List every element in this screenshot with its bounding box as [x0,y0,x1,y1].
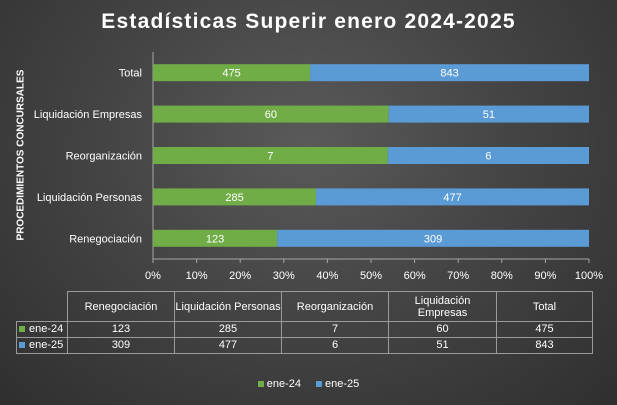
chart-legend: ene-24 ene-25 [0,378,617,390]
table-header-liquidacion-personas: Liquidación Personas [174,291,282,322]
table-cell: 477 [174,337,282,354]
table-row: ene-24 123 285 7 60 475 [16,321,593,338]
bar-liquidacion-personas-ene-24 [153,188,317,206]
y-tick-label: Reorganización [66,151,142,163]
y-tick-label: Liquidación Empresas [34,109,143,121]
data-label: 475 [222,68,240,80]
bar-liquidacion-personas-ene-25 [316,188,589,206]
chart-title: Estadísticas Superir enero 2024-2025 [101,10,516,33]
series-swatch-ene-24 [19,326,25,333]
x-tick-label: 40% [316,270,338,282]
bar-renegociacion-ene-24 [153,229,278,247]
table-cell: 843 [496,337,593,354]
table-header-reorganizacion: Reorganización [281,291,389,322]
x-tick-label: 80% [491,270,513,282]
x-tick-label: 60% [404,270,426,282]
bar-reorganizacion-ene-25 [387,147,589,164]
legend-item-ene-24: ene-24 [257,378,301,390]
x-tick-label: 50% [360,270,382,282]
table-cell: 475 [496,321,593,338]
x-tick-label: 30% [273,270,295,282]
bar-total-ene-25 [310,64,589,82]
table-cell: 6 [281,337,389,354]
bar-renegociacion-ene-25 [277,229,589,247]
bar-reorganizacion-ene-24 [153,147,388,164]
table-cell: 309 [67,337,175,354]
data-label: 477 [443,192,461,204]
data-label: 123 [206,233,224,245]
data-label: 60 [265,109,277,121]
table-header-renegociacion: Renegociación [67,291,175,322]
bar-liquidacion-empresas-ene-25 [388,105,589,123]
legend-swatch-ene-25 [316,381,323,388]
legend-item-ene-25: ene-25 [316,378,359,390]
table-cell: 51 [388,337,497,354]
data-label: 285 [225,192,243,204]
x-tick-label: 20% [229,270,251,282]
table-cell: 60 [388,321,497,338]
data-table: Renegociación Liquidación Personas Reorg… [16,291,593,354]
table-corner-cell [16,291,68,322]
x-tick-label: 100% [575,270,603,282]
x-tick-label: 90% [534,270,556,282]
table-series-label: ene-25 [16,337,68,354]
table-cell: 7 [281,321,389,338]
data-label: 7 [267,151,273,163]
table-series-label: ene-24 [16,321,68,338]
table-header-liquidacion-empresas: Liquidación Empresas [388,291,497,322]
table-header-row: Renegociación Liquidación Personas Reorg… [16,291,593,322]
bar-liquidacion-empresas-ene-24 [153,105,389,123]
y-tick-label: Renegociación [69,233,142,245]
x-tick-label: 0% [145,270,161,282]
y-tick-label: Liquidación Personas [37,192,143,204]
data-label: 6 [485,151,491,163]
table-cell: 123 [67,321,175,338]
x-tick-label: 10% [186,270,208,282]
data-label: 309 [424,233,442,245]
series-swatch-ene-25 [19,342,25,349]
table-header-total: Total [496,291,593,322]
x-tick-label: 70% [447,270,469,282]
data-label: 843 [440,68,458,80]
data-label: 51 [483,109,495,121]
table-cell: 285 [174,321,282,338]
legend-swatch-ene-24 [257,381,264,388]
table-row: ene-25 309 477 6 51 843 [16,337,593,354]
y-tick-label: Total [119,68,142,80]
bar-total-ene-24 [153,64,311,82]
